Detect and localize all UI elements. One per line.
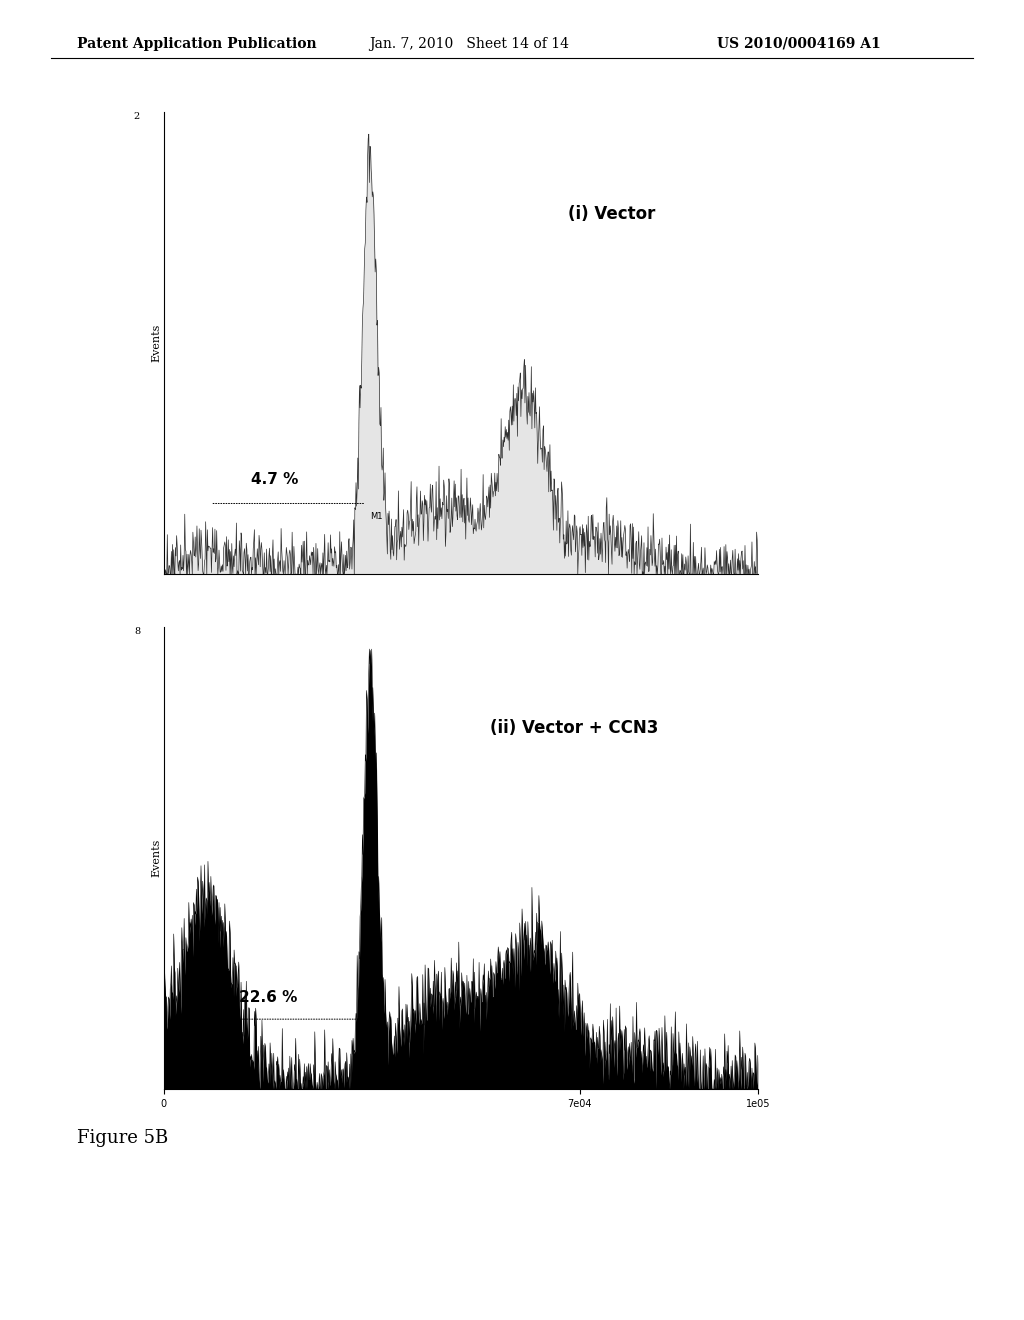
- Text: (i) Vector: (i) Vector: [567, 205, 655, 223]
- Text: 22.6 %: 22.6 %: [240, 990, 298, 1005]
- Text: Patent Application Publication: Patent Application Publication: [77, 37, 316, 51]
- Text: Jan. 7, 2010   Sheet 14 of 14: Jan. 7, 2010 Sheet 14 of 14: [369, 37, 568, 51]
- Y-axis label: Events: Events: [152, 323, 161, 363]
- Text: 8: 8: [134, 627, 140, 636]
- Y-axis label: Events: Events: [152, 838, 161, 878]
- Text: M1: M1: [370, 1026, 382, 1035]
- Text: M1: M1: [370, 512, 382, 520]
- Text: Figure 5B: Figure 5B: [77, 1129, 168, 1147]
- Text: 2: 2: [134, 112, 140, 121]
- Text: (ii) Vector + CCN3: (ii) Vector + CCN3: [490, 719, 658, 738]
- Text: 4.7 %: 4.7 %: [251, 473, 298, 487]
- Text: US 2010/0004169 A1: US 2010/0004169 A1: [717, 37, 881, 51]
